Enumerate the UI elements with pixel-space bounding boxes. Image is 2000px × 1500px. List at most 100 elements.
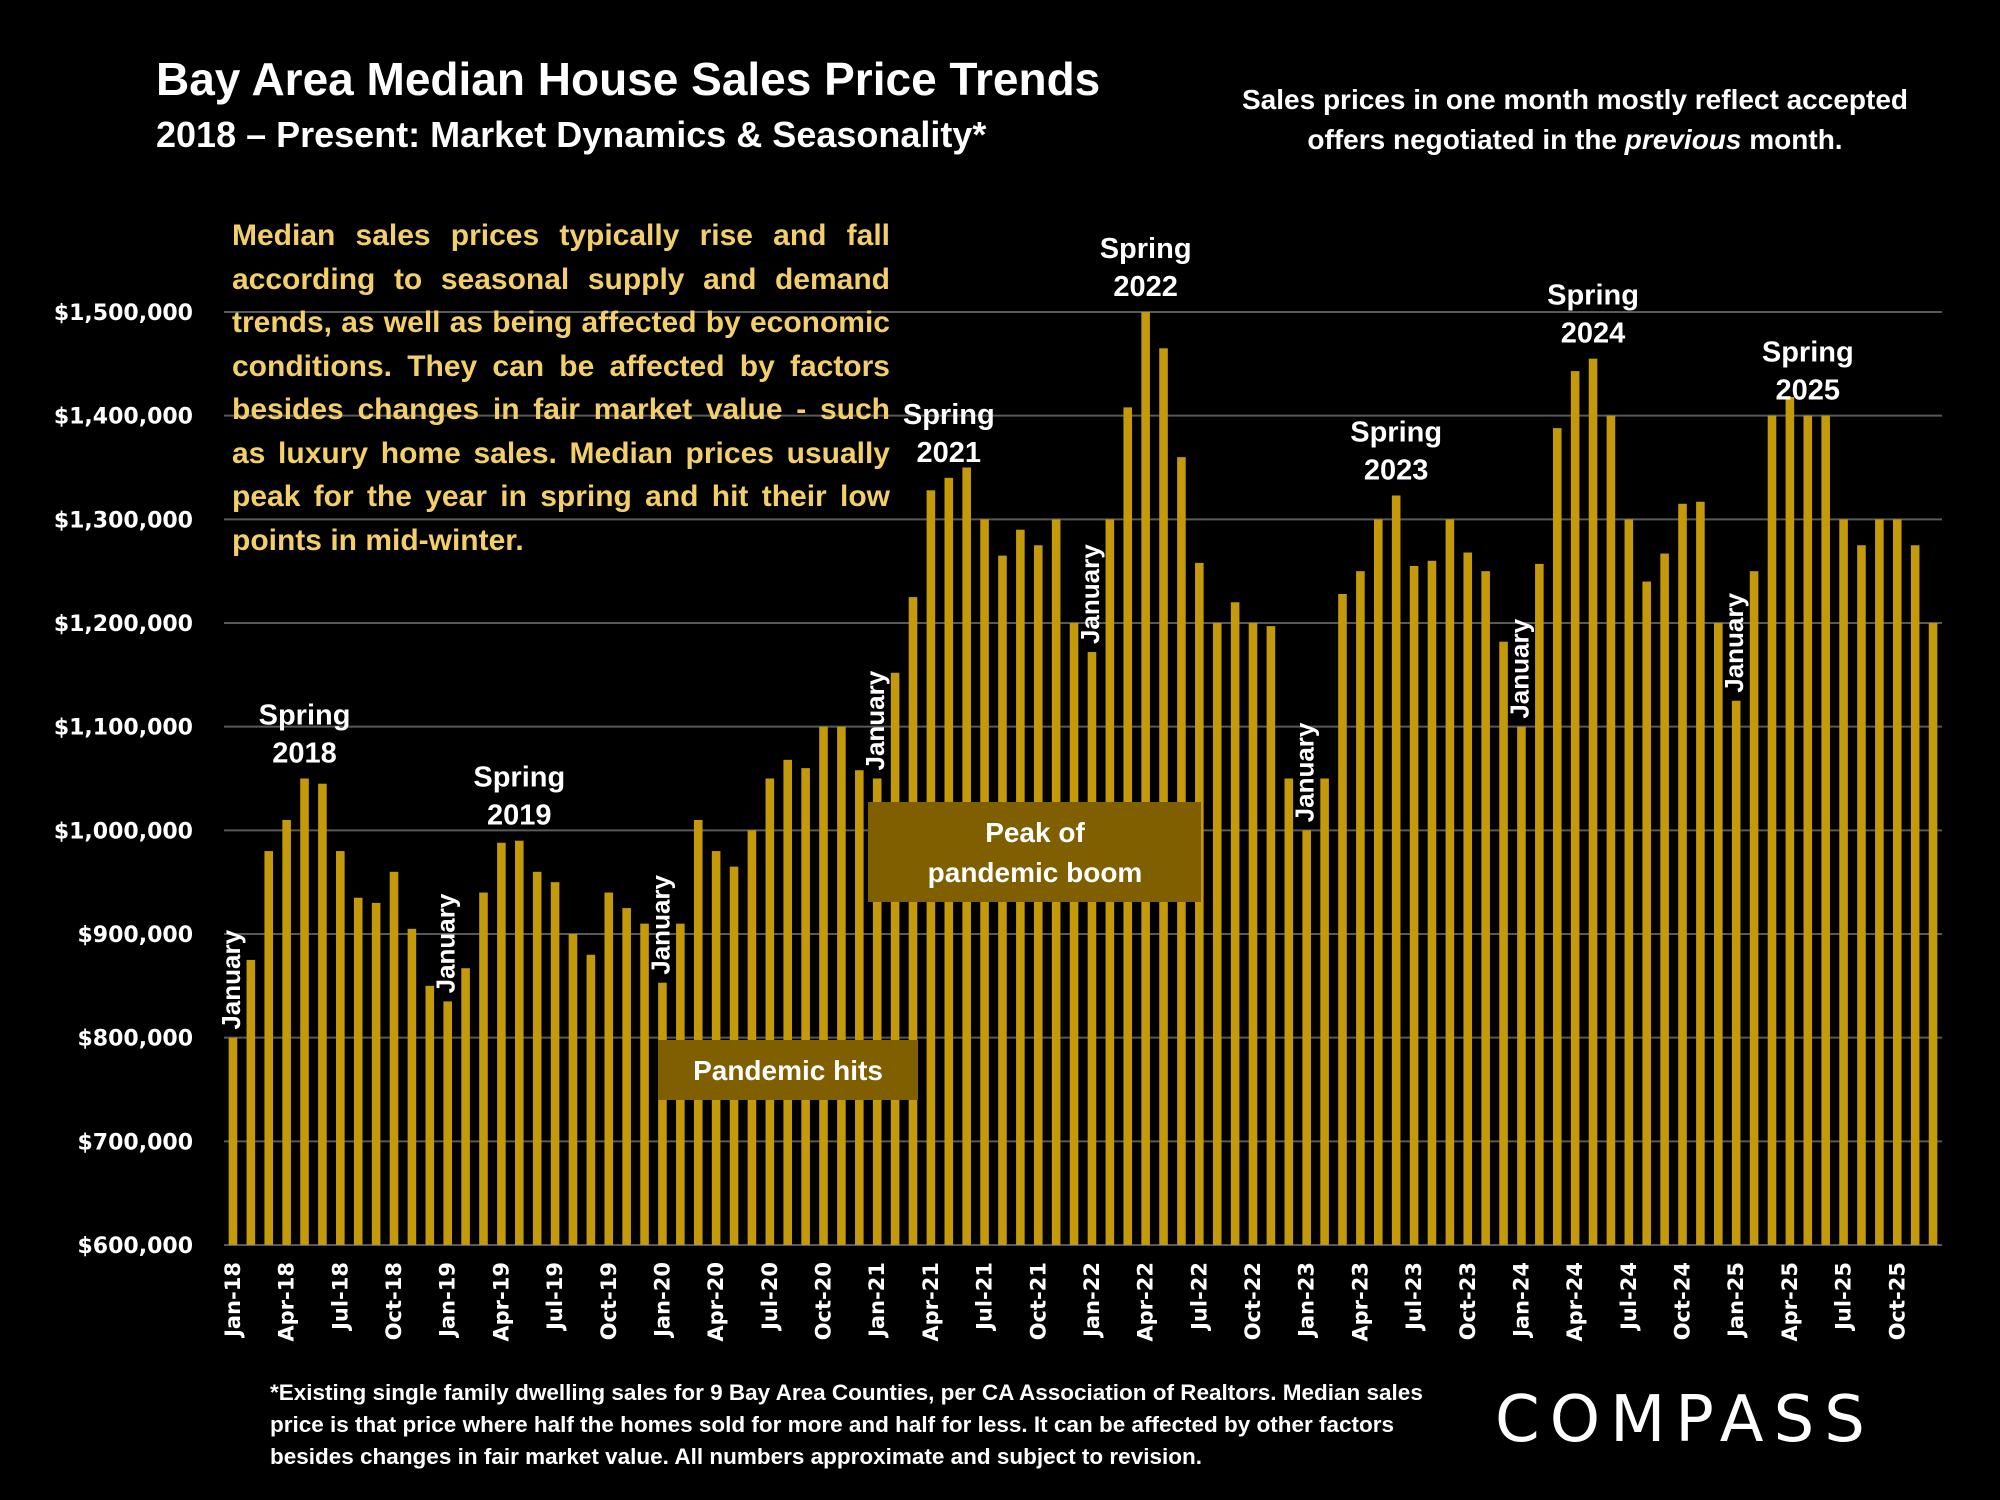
january-label: January: [645, 874, 675, 974]
spring-label: Spring: [259, 700, 351, 732]
bar: [1212, 623, 1222, 1245]
bar: [837, 726, 846, 1245]
bar: [1642, 581, 1652, 1245]
x-axis: Jan-18 Apr-18 Jul-18 Oct-18 Jan-19 Apr-19 Jul-…: [221, 1262, 1909, 1342]
bar: [1892, 519, 1902, 1245]
bar: [1821, 415, 1830, 1246]
bar: [1159, 348, 1168, 1245]
pricing-lag-note: Sales prices in one month mostly reflect…: [1200, 80, 1950, 160]
x-tick-label: Jan-19: [436, 1262, 460, 1339]
bar: [1928, 623, 1938, 1245]
y-tick-label: $1,300,000: [54, 508, 193, 533]
y-tick-label: $1,500,000: [54, 301, 193, 326]
spring-year-label: 2022: [1113, 271, 1178, 303]
x-tick-label: Apr-23: [1348, 1262, 1372, 1342]
bar: [1875, 519, 1884, 1245]
note-italic: previous: [1624, 124, 1742, 155]
x-tick-label: Jul-24: [1617, 1262, 1641, 1332]
bar: [389, 871, 399, 1245]
y-tick-label: $900,000: [77, 923, 193, 948]
spring-year-label: 2021: [917, 437, 982, 469]
bar: [658, 982, 667, 1245]
x-tick-label: Apr-24: [1563, 1262, 1587, 1342]
bar: [1517, 726, 1526, 1245]
bar: [908, 597, 918, 1245]
bar: [1749, 571, 1759, 1245]
x-tick-label: Oct-18: [382, 1262, 406, 1340]
spring-year-label: 2024: [1561, 318, 1626, 350]
x-tick-label: Jan-22: [1080, 1262, 1104, 1339]
spring-label: Spring: [903, 399, 995, 431]
bar: [1606, 415, 1616, 1246]
bar: [1373, 519, 1383, 1245]
bar: [1588, 358, 1598, 1245]
x-tick-label: Apr-20: [704, 1262, 728, 1342]
bar: [819, 726, 828, 1245]
x-tick-label: Jul-25: [1832, 1262, 1856, 1332]
bar: [1391, 495, 1401, 1245]
x-tick-label: Oct-21: [1026, 1262, 1050, 1340]
january-label: January: [1719, 592, 1749, 692]
bar: [1248, 623, 1258, 1245]
bar: [890, 672, 900, 1245]
y-tick-label: $600,000: [77, 1234, 193, 1259]
january-label: January: [1290, 722, 1320, 822]
bar: [1463, 552, 1473, 1245]
january-label: January: [431, 893, 461, 993]
bar: [264, 851, 274, 1245]
pandemic-hits-box: [658, 1040, 918, 1100]
bar: [1284, 778, 1294, 1245]
bar: [1570, 371, 1580, 1246]
spring-year-label: 2025: [1776, 375, 1841, 407]
pandemic-hits-label: Pandemic hits: [693, 1055, 883, 1086]
x-tick-label: Jul-23: [1402, 1262, 1426, 1332]
x-tick-label: Jul-18: [328, 1262, 352, 1332]
footnote: *Existing single family dwelling sales f…: [270, 1380, 1423, 1469]
gridlines: [224, 311, 1942, 1246]
bar: [568, 934, 578, 1245]
bar: [353, 897, 363, 1245]
bar: [1302, 830, 1311, 1245]
x-tick-label: Jan-24: [1509, 1262, 1533, 1339]
bar: [1230, 602, 1240, 1245]
bar: [228, 1037, 238, 1245]
bar: [443, 1001, 452, 1245]
y-tick-label: $1,400,000: [54, 405, 193, 430]
bar: [1714, 623, 1723, 1245]
x-tick-label: Jan-23: [1295, 1262, 1319, 1339]
january-label: January: [216, 929, 246, 1029]
bar: [1409, 565, 1419, 1245]
x-tick-label: Jul-22: [1187, 1262, 1211, 1332]
bar: [640, 923, 649, 1245]
bar: [1624, 519, 1634, 1245]
bar: [407, 928, 417, 1245]
bar: [1195, 562, 1204, 1245]
bar: [318, 783, 327, 1245]
x-tick-label: Jul-20: [758, 1262, 782, 1332]
bar: [1535, 563, 1544, 1245]
spring-label: Spring: [1547, 280, 1639, 312]
x-tick-label: Oct-23: [1456, 1262, 1480, 1340]
y-tick-label: $700,000: [77, 1130, 193, 1155]
bar: [1696, 501, 1705, 1246]
bar: [1785, 397, 1795, 1245]
bar: [622, 908, 631, 1245]
x-tick-label: Apr-19: [489, 1262, 513, 1342]
bar: [604, 892, 614, 1245]
bar: [872, 778, 882, 1245]
bar: [1499, 641, 1508, 1245]
x-tick-label: Apr-25: [1778, 1262, 1802, 1342]
bar: [1069, 623, 1079, 1245]
bar: [693, 819, 703, 1245]
spring-label: Spring: [1762, 337, 1854, 369]
bar: [336, 851, 345, 1245]
y-axis: $600,000 $700,000 $800,000 $900,000 $1,000,0…: [54, 301, 193, 1259]
bar: [1857, 545, 1866, 1245]
x-tick-label: Apr-22: [1134, 1262, 1158, 1342]
bar: [497, 842, 506, 1245]
spring-year-label: 2018: [272, 738, 337, 770]
note-text-2: month.: [1741, 124, 1843, 155]
x-tick-label: Jul-21: [973, 1262, 997, 1332]
bar: [1803, 415, 1813, 1246]
bar: [1356, 571, 1365, 1245]
